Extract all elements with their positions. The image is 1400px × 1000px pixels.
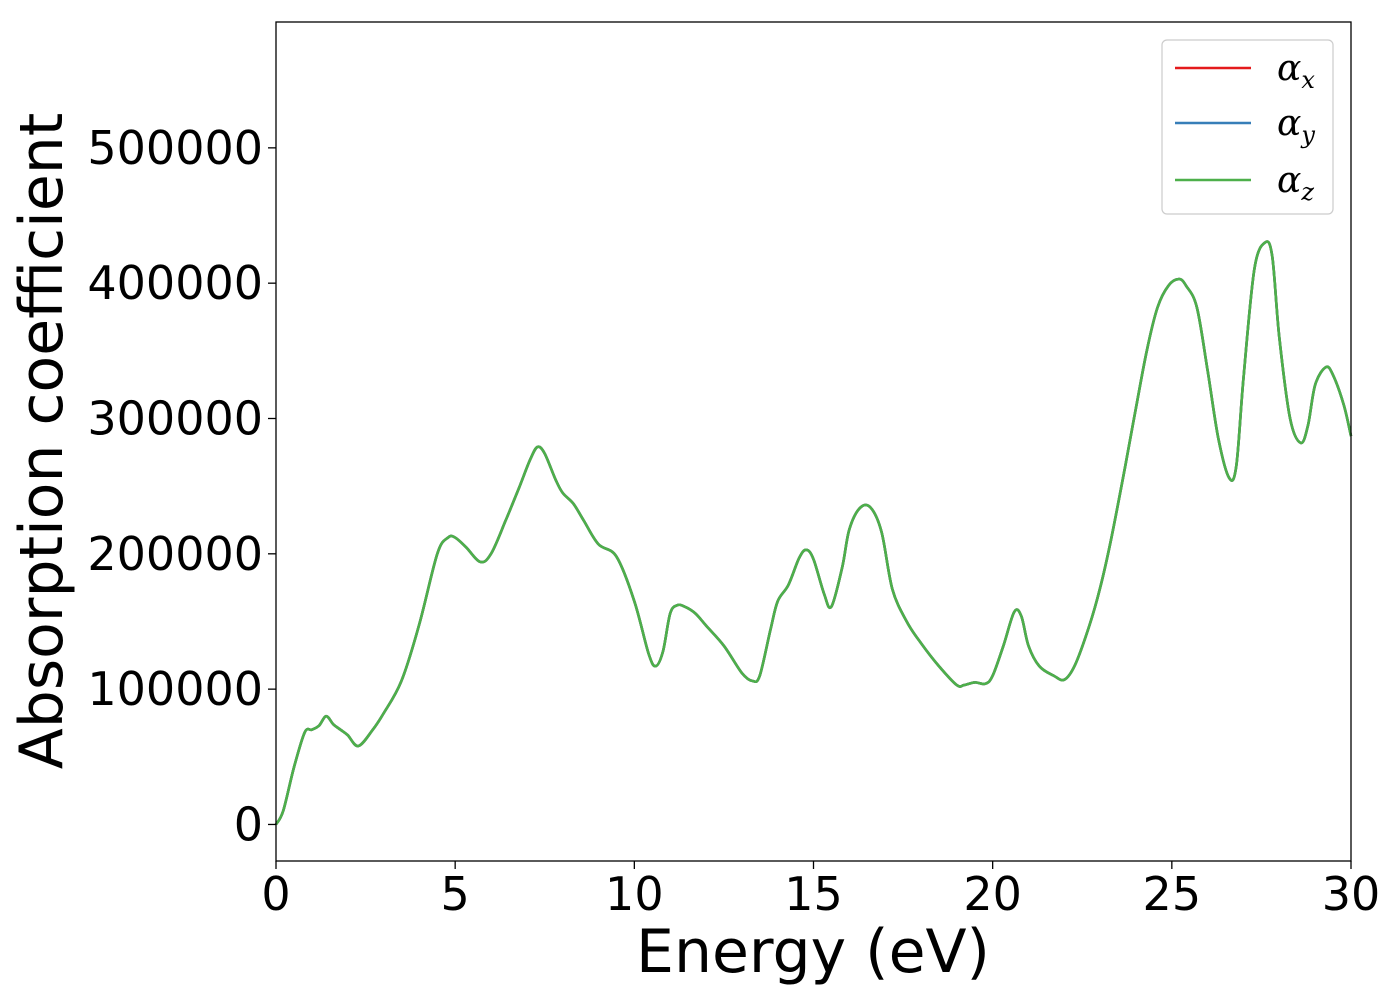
legend-label-z: αz — [1277, 160, 1314, 206]
legend-label-y: αy — [1277, 103, 1315, 149]
legend-label-x: αx — [1277, 48, 1315, 94]
series-lines — [274, 240, 1353, 826]
legend-label-subscript: z — [1300, 178, 1314, 206]
legend-label-subscript: y — [1300, 121, 1315, 149]
series-line-z — [274, 240, 1353, 826]
y-tick-label: 0 — [234, 797, 263, 851]
y-axis: 0 100000 200000 300000 400000 500000 — [87, 121, 276, 851]
series-line-x — [274, 240, 1353, 826]
legend-label-subscript: x — [1301, 66, 1315, 94]
legend-label-base: α — [1277, 103, 1301, 144]
legend-label-base: α — [1277, 48, 1301, 89]
y-tick-label: 500000 — [87, 121, 263, 175]
y-tick-label: 300000 — [87, 391, 263, 445]
series-line-y — [274, 240, 1353, 826]
y-tick-label: 100000 — [87, 662, 263, 716]
x-tick-label: 20 — [963, 867, 1022, 921]
y-axis-label: Absorption coefficient — [7, 113, 77, 770]
legend-box — [1161, 39, 1334, 215]
x-tick-label: 25 — [1143, 867, 1202, 921]
x-tick-label: 0 — [261, 867, 290, 921]
y-tick-label: 200000 — [87, 527, 263, 581]
x-tick-label: 5 — [441, 867, 470, 921]
x-axis-label: Energy (eV) — [636, 917, 990, 987]
x-tick-label: 10 — [605, 867, 664, 921]
x-tick-label: 30 — [1322, 867, 1381, 921]
legend-label-base: α — [1277, 160, 1301, 201]
x-axis: 0 5 10 15 20 25 30 — [261, 861, 1380, 921]
y-tick-label: 400000 — [87, 256, 263, 310]
x-tick-label: 15 — [784, 867, 843, 921]
